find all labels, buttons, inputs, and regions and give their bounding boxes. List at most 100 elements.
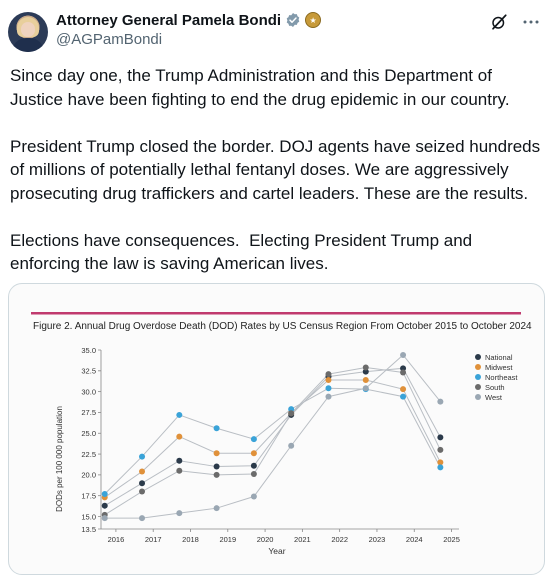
legend-label-northeast: Northeast (485, 373, 518, 382)
data-point-northeast (250, 436, 257, 443)
legend-marker-west (475, 394, 481, 400)
y-tick-label: 17.5 (81, 491, 96, 500)
tweet-actions-top (489, 12, 541, 32)
data-point-midwest (437, 459, 444, 466)
x-tick-label: 2017 (145, 535, 162, 544)
more-icon[interactable] (521, 12, 541, 32)
legend-marker-south (475, 384, 481, 390)
chart-title: Figure 2. Annual Drug Overdose Death (DO… (33, 321, 532, 332)
data-point-west (176, 510, 183, 517)
series-line-national (104, 367, 441, 507)
author-display-name[interactable]: Attorney General Pamela Bondi (56, 11, 282, 29)
data-point-south (400, 369, 407, 376)
y-tick-label: 20.0 (81, 471, 96, 480)
tweet-text: Since day one, the Trump Administration … (10, 66, 541, 273)
tweet-media-chart[interactable]: Figure 2. Annual Drug Overdose Death (DO… (8, 283, 545, 575)
y-axis-label: DODs per 100 000 population (55, 406, 64, 512)
data-point-northeast (400, 393, 407, 400)
x-tick-label: 2024 (406, 535, 423, 544)
x-tick-label: 2023 (369, 535, 386, 544)
author-name-row: Attorney General Pamela Bondi ★ (56, 10, 322, 30)
data-point-south (325, 371, 332, 378)
data-point-northeast (139, 453, 146, 460)
chart-top-rule (31, 312, 521, 315)
legend-label-south: South (485, 383, 505, 392)
data-point-west (101, 515, 108, 522)
data-point-midwest (250, 450, 257, 457)
legend-marker-national (475, 354, 481, 360)
data-point-midwest (176, 433, 183, 440)
data-point-midwest (400, 386, 407, 393)
x-tick-label: 2016 (108, 535, 125, 544)
data-point-northeast (213, 425, 220, 432)
data-point-south (176, 467, 183, 474)
x-tick-label: 2022 (331, 535, 348, 544)
y-tick-label: 22.5 (81, 450, 96, 459)
data-point-national (437, 434, 444, 441)
series-line-west (104, 354, 441, 519)
data-point-northeast (101, 491, 108, 498)
chart-series (101, 351, 444, 522)
legend-marker-northeast (475, 374, 481, 380)
data-point-west (213, 505, 220, 512)
legend-marker-midwest (475, 364, 481, 370)
legend-label-midwest: Midwest (485, 363, 513, 372)
chart-svg: Figure 2. Annual Drug Overdose Death (DO… (31, 312, 532, 556)
verified-badge-icon[interactable] (285, 12, 301, 28)
data-point-northeast (288, 406, 295, 413)
x-tick-label: 2020 (257, 535, 274, 544)
data-point-west (139, 515, 146, 522)
data-point-west (400, 351, 407, 358)
data-point-midwest (325, 376, 332, 383)
data-point-northeast (325, 385, 332, 392)
chart-axes: 13.5 15.0 17.5 20.0 22.5 25.0 27.5 30.0 32.5 35.0… (81, 346, 459, 544)
data-point-national (213, 463, 220, 470)
data-point-west (250, 493, 257, 500)
data-point-west (362, 385, 369, 392)
data-point-west (437, 398, 444, 405)
tweet-card: Attorney General Pamela Bondi ★ @AGPamBo… (8, 10, 545, 575)
legend-label-west: West (485, 393, 503, 402)
data-point-national (400, 365, 407, 372)
data-point-west (325, 393, 332, 400)
y-tick-label: 30.0 (81, 387, 96, 396)
x-tick-label: 2021 (294, 535, 311, 544)
y-tick-label: 32.5 (81, 367, 96, 376)
grok-icon[interactable] (489, 12, 509, 32)
avatar-face (21, 22, 35, 37)
data-point-midwest (213, 450, 220, 457)
data-point-south (213, 471, 220, 478)
data-point-south (437, 446, 444, 453)
data-point-west (288, 442, 295, 449)
y-tick-label: 15.0 (81, 512, 96, 521)
x-axis-label: Year (268, 546, 285, 556)
data-point-national (362, 368, 369, 375)
avatar[interactable] (8, 12, 48, 52)
series-line-south (104, 366, 441, 516)
x-tick-label: 2019 (219, 535, 236, 544)
x-tick-label: 2018 (182, 535, 199, 544)
data-point-midwest (139, 468, 146, 475)
data-point-northeast (176, 411, 183, 418)
series-line-northeast (104, 387, 441, 495)
data-point-national (101, 502, 108, 509)
x-tick-label: 2025 (443, 535, 460, 544)
y-tick-label: 25.0 (81, 429, 96, 438)
data-point-national (139, 480, 146, 487)
author-handle[interactable]: @AGPamBondi (56, 31, 163, 48)
data-point-northeast (437, 464, 444, 471)
avatar-body (12, 38, 44, 52)
series-line-midwest (104, 379, 441, 498)
data-point-national (250, 462, 257, 469)
y-tick-label: 27.5 (81, 408, 96, 417)
y-tick-label: 35.0 (81, 346, 96, 355)
data-point-south (288, 410, 295, 417)
government-badge-icon[interactable]: ★ (305, 12, 322, 28)
y-tick-label: 13.5 (81, 525, 96, 534)
data-point-midwest (362, 376, 369, 383)
legend-label-national: National (485, 353, 513, 362)
data-point-south (362, 364, 369, 371)
data-point-national (176, 457, 183, 464)
data-point-south (250, 471, 257, 478)
